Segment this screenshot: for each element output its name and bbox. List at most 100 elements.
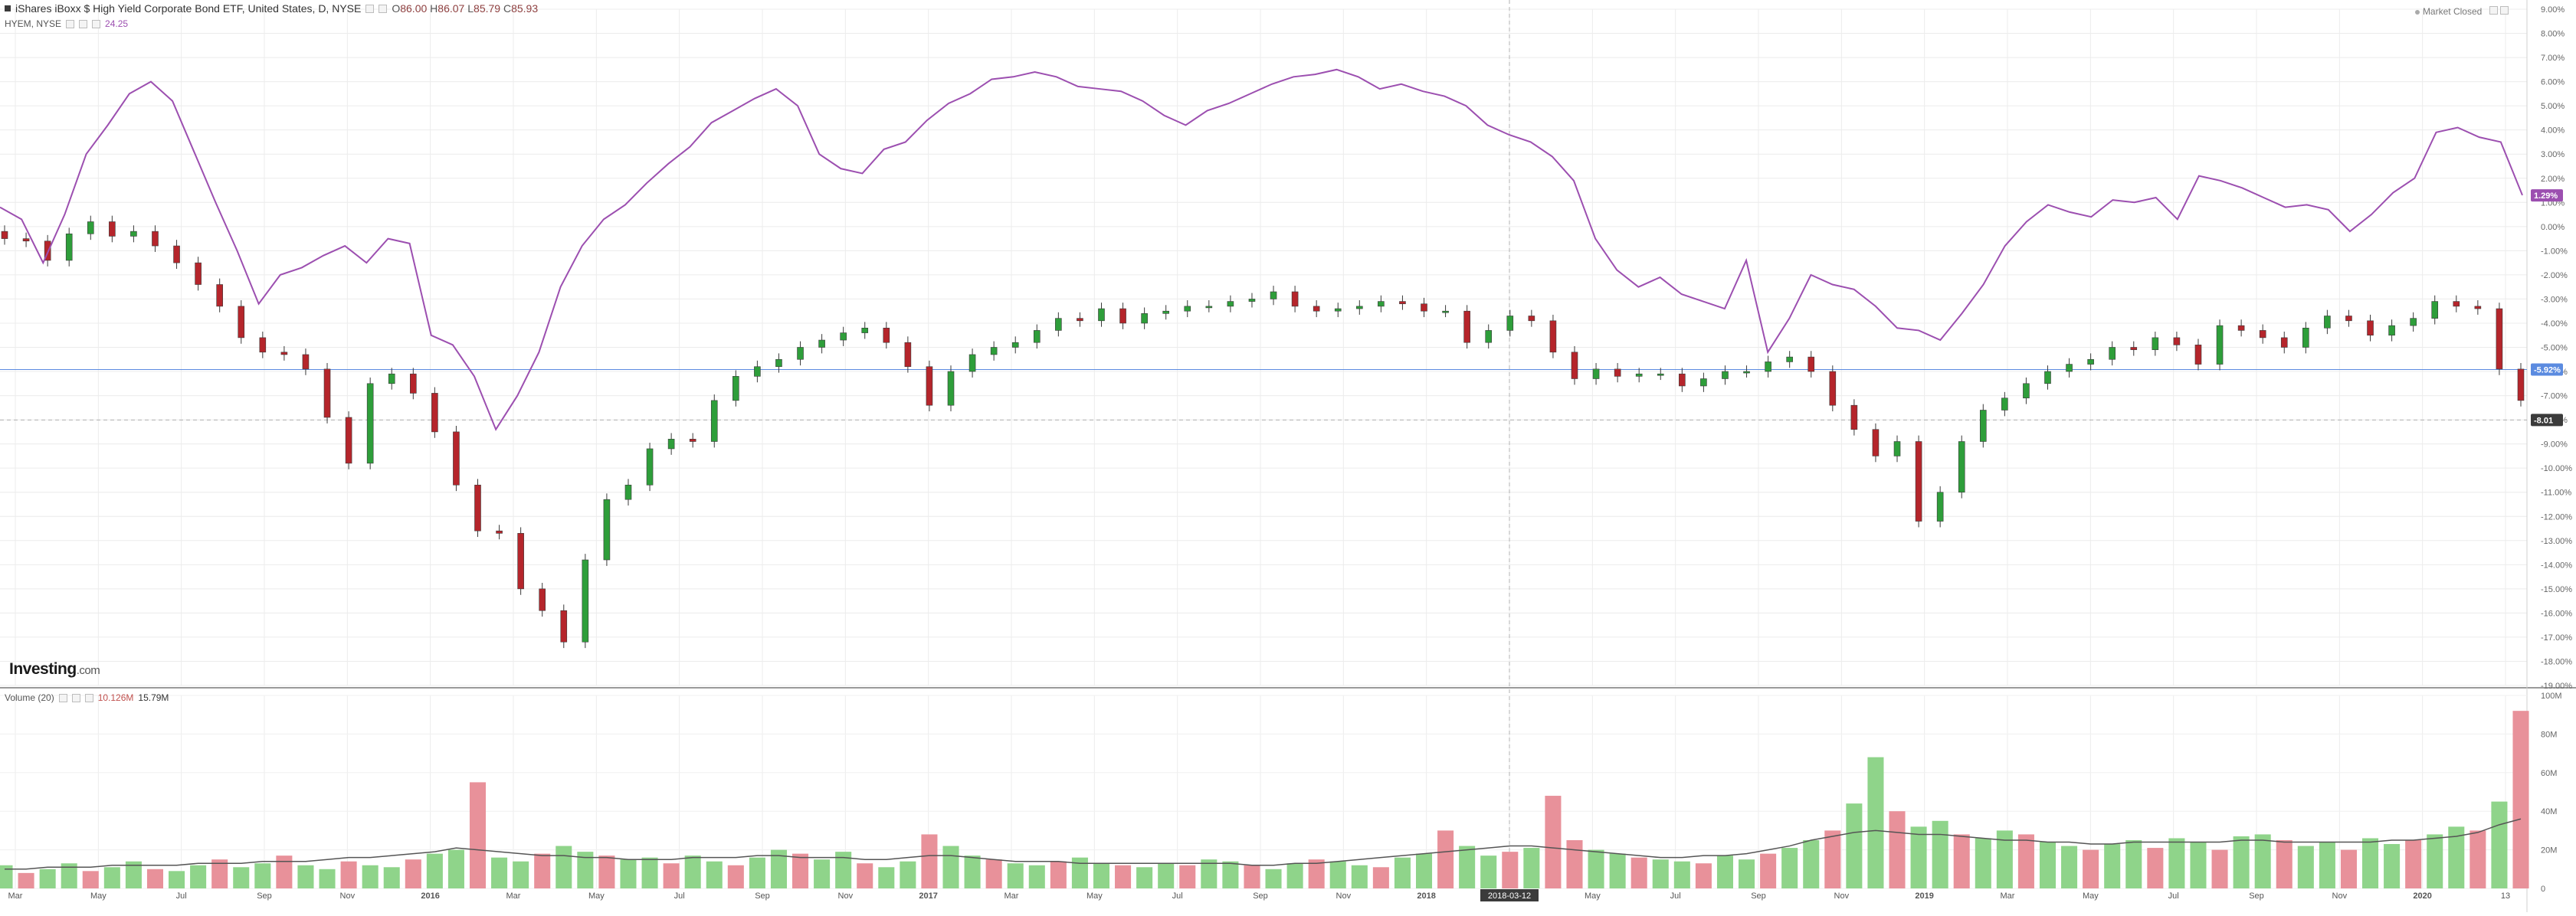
- crosshair-value-label-box: [2531, 414, 2563, 427]
- candle-body: [797, 347, 804, 360]
- volume-bar: [383, 867, 400, 888]
- x-tick-label: May: [1585, 891, 1601, 901]
- volume-bar: [82, 871, 99, 888]
- candle-body: [366, 383, 374, 464]
- volume-axis-label: 40M: [2541, 807, 2557, 816]
- volume-remove-button[interactable]: [84, 693, 93, 702]
- candle-body: [195, 262, 202, 285]
- candle-body: [646, 448, 654, 486]
- candle-body: [883, 327, 890, 343]
- market-status-text: Market Closed: [2422, 6, 2483, 17]
- volume-bar: [39, 869, 56, 888]
- candle-body: [582, 559, 589, 643]
- volume-bar: [792, 853, 809, 888]
- candle-body: [1077, 318, 1083, 322]
- volume-bar: [2276, 840, 2293, 888]
- candle-body: [2259, 330, 2266, 339]
- status-maximize-button[interactable]: [2500, 6, 2509, 15]
- candle-body: [65, 233, 73, 261]
- candle-body: [968, 354, 976, 372]
- volume-bar: [297, 865, 314, 888]
- candle-body: [1442, 310, 1449, 313]
- x-tick-label: 2018-03-12: [1488, 891, 1531, 901]
- y-tick-label: 3.00%: [2541, 150, 2565, 159]
- candle-body: [2367, 320, 2374, 336]
- volume-hide-button[interactable]: [71, 693, 80, 702]
- candle-body: [280, 352, 288, 355]
- volume-bar: [1652, 859, 1669, 888]
- y-tick-label: -2.00%: [2541, 271, 2568, 280]
- crosshair-date-box: [1480, 889, 1539, 901]
- volume-bar: [2361, 838, 2379, 888]
- y-tick-label: -13.00%: [2541, 537, 2572, 546]
- volume-bar: [125, 861, 142, 888]
- volume-bar: [1953, 834, 1970, 888]
- volume-bar: [491, 857, 508, 888]
- candle-body: [1055, 318, 1062, 331]
- candle-body: [1313, 306, 1320, 312]
- volume-bar: [1803, 840, 1820, 888]
- compare-hide-button[interactable]: [79, 19, 88, 28]
- y-tick-label: -12.00%: [2541, 512, 2572, 522]
- x-tick-label: 2018: [1417, 891, 1435, 901]
- hide-button[interactable]: [379, 4, 388, 13]
- hyem-series-line: [0, 68, 2523, 431]
- volume-bar: [146, 869, 164, 888]
- volume-bar: [2427, 834, 2443, 888]
- volume-bar: [900, 861, 916, 888]
- logo-brand: Investing: [9, 660, 77, 678]
- volume-value-a: 10.126M: [97, 692, 134, 703]
- candle-body: [238, 306, 245, 339]
- hyem-last-value-label-box: [2531, 189, 2563, 202]
- hyg-last-value-label-box: [2531, 363, 2563, 376]
- status-menu-button[interactable]: [2489, 6, 2498, 15]
- volume-bar: [2384, 844, 2401, 888]
- volume-bar: [319, 869, 336, 888]
- volume-bar: [2168, 838, 2185, 888]
- x-tick-label: 2017: [919, 891, 937, 901]
- volume-bar: [1329, 861, 1346, 888]
- candle-body: [1722, 371, 1729, 379]
- volume-bar: [706, 861, 723, 888]
- volume-bar: [2211, 849, 2228, 888]
- volume-bar: [1415, 853, 1433, 888]
- candle-body: [1786, 356, 1793, 362]
- candle-body: [409, 373, 417, 394]
- candle-body: [2431, 301, 2439, 319]
- volume-axis-label: 0: [2541, 885, 2545, 894]
- compare-settings-button[interactable]: [66, 19, 75, 28]
- volume-settings-button[interactable]: [58, 693, 67, 702]
- candle-body: [1958, 441, 1965, 493]
- volume-bar: [1846, 803, 1863, 888]
- candle-body: [216, 284, 223, 307]
- candle-body: [1248, 299, 1256, 302]
- hyem-last-value-label: 1.29%: [2534, 191, 2558, 201]
- candle-body: [1011, 342, 1019, 348]
- volume-bar: [2340, 849, 2357, 888]
- candle-body: [1743, 371, 1750, 374]
- settings-button[interactable]: [365, 4, 375, 13]
- x-tick-label: May: [2083, 891, 2099, 901]
- y-tick-label: -19.00%: [2541, 682, 2572, 691]
- volume-bar: [1265, 869, 1282, 888]
- volume-axis-label: 100M: [2541, 692, 2562, 701]
- candle-body: [2496, 308, 2503, 370]
- candle-body: [1807, 356, 1815, 372]
- volume-bar: [1996, 830, 2013, 888]
- volume-bar: [1071, 857, 1088, 888]
- y-tick-label: -5.00%: [2541, 344, 2568, 353]
- volume-bar: [362, 865, 379, 888]
- volume-bar: [2061, 846, 2078, 888]
- candle-body: [1485, 330, 1493, 343]
- compare-value: 24.25: [105, 18, 129, 29]
- candle-body: [1291, 291, 1299, 307]
- candle-body: [1356, 306, 1363, 309]
- candle-body: [1227, 301, 1234, 307]
- compare-remove-button[interactable]: [92, 19, 101, 28]
- x-tick-label: Mar: [506, 891, 521, 901]
- volume-axis-label: 60M: [2541, 769, 2557, 778]
- x-tick-label: May: [1086, 891, 1103, 901]
- volume-bar: [447, 849, 464, 888]
